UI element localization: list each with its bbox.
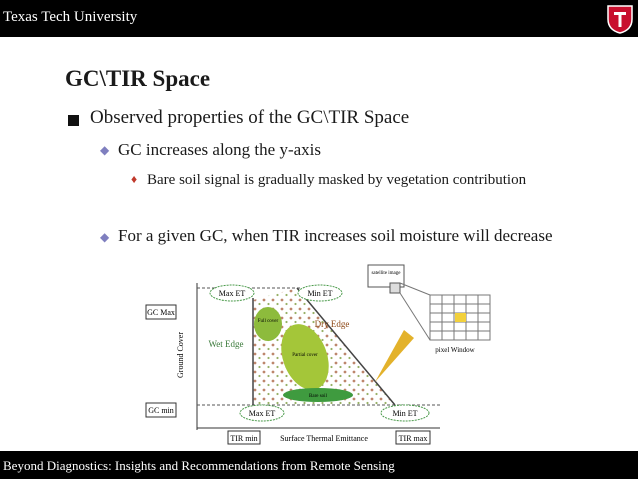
bullet-diamond: ◆ bbox=[100, 230, 110, 244]
diagram-label: Surface Thermal Emittance bbox=[280, 434, 368, 443]
diagram-label: Max ET bbox=[219, 289, 246, 298]
diagram-label: Partial cover bbox=[292, 353, 318, 358]
header-bar: Texas Tech University bbox=[0, 0, 638, 37]
diagram-label: TIR max bbox=[399, 434, 428, 443]
diagram-label: Bare soil bbox=[309, 394, 328, 399]
diagram: Max ET Min ET GC Max Ground Cover Wet Ed… bbox=[145, 264, 491, 445]
diagram-label: Min ET bbox=[392, 409, 417, 418]
diagram-label: GC min bbox=[148, 406, 174, 415]
bullet-square bbox=[68, 115, 79, 126]
diagram-label: pixel Window bbox=[435, 346, 475, 354]
diagram-label: Dry Edge bbox=[315, 319, 350, 329]
slide-title: GC\TIR Space bbox=[65, 66, 211, 91]
bullet-diamond: ♦ bbox=[131, 172, 138, 186]
diagram-label: satellite image bbox=[371, 271, 401, 276]
bullet-diamond: ◆ bbox=[100, 143, 110, 157]
bullet-text: Observed properties of the GC\TIR Space bbox=[90, 107, 410, 128]
diagram-label: TIR min bbox=[230, 434, 257, 443]
header-title: Texas Tech University bbox=[3, 9, 138, 25]
footer-bar: Beyond Diagnostics: Insights and Recomme… bbox=[0, 451, 638, 479]
bullet-text: For a given GC, when TIR increases soil … bbox=[118, 226, 553, 245]
diagram-label: GC Max bbox=[147, 308, 175, 317]
bullet-text: Bare soil signal is gradually masked by … bbox=[147, 172, 527, 188]
logo bbox=[607, 5, 633, 34]
diagram-label: Max ET bbox=[249, 409, 276, 418]
diagram-label: Ground Cover bbox=[176, 332, 185, 378]
footer-text: Beyond Diagnostics: Insights and Recomme… bbox=[3, 458, 395, 473]
bullet-text: GC increases along the y-axis bbox=[118, 140, 321, 159]
diagram-label: Wet Edge bbox=[208, 339, 243, 349]
diagram-label: Full cover bbox=[258, 319, 279, 324]
diagram-label: Min ET bbox=[307, 289, 332, 298]
